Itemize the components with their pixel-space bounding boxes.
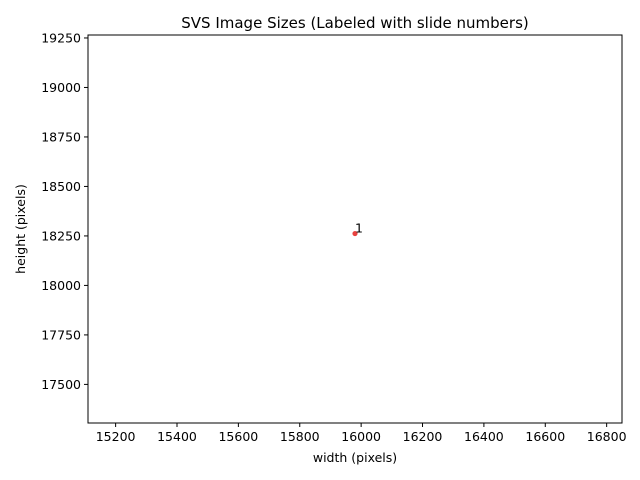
data-points: 1 xyxy=(352,221,363,237)
y-tick-label: 19250 xyxy=(41,30,81,45)
y-axis-ticks: 17500 17750 18000 18250 18500 18750 19000 19250 xyxy=(41,30,88,392)
y-tick-label: 18750 xyxy=(41,129,81,144)
x-tick-label: 16400 xyxy=(464,429,504,444)
x-tick-label: 15600 xyxy=(218,429,258,444)
data-point xyxy=(352,230,358,237)
x-tick-label: 16200 xyxy=(403,429,443,444)
chart-title: SVS Image Sizes (Labeled with slide numb… xyxy=(181,14,529,32)
y-tick-label: 18500 xyxy=(41,179,81,194)
data-point-label: 1 xyxy=(355,221,363,236)
x-axis-label: width (pixels) xyxy=(313,450,397,465)
x-tick-label: 15400 xyxy=(157,429,197,444)
y-tick-label: 17750 xyxy=(41,327,81,342)
y-axis-label: height (pixels) xyxy=(13,184,28,274)
x-tick-label: 16600 xyxy=(525,429,565,444)
x-axis-ticks: 15200 15400 15600 15800 16000 16200 16400 16600… xyxy=(96,423,627,444)
x-tick-label: 15200 xyxy=(96,429,136,444)
x-tick-label: 15800 xyxy=(280,429,320,444)
y-tick-label: 19000 xyxy=(41,80,81,95)
plot-area xyxy=(87,34,623,424)
y-tick-label: 18000 xyxy=(41,278,81,293)
y-tick-label: 18250 xyxy=(41,228,81,243)
x-tick-label: 16800 xyxy=(587,429,627,444)
x-tick-label: 16000 xyxy=(341,429,381,444)
y-tick-label: 17500 xyxy=(41,377,81,392)
